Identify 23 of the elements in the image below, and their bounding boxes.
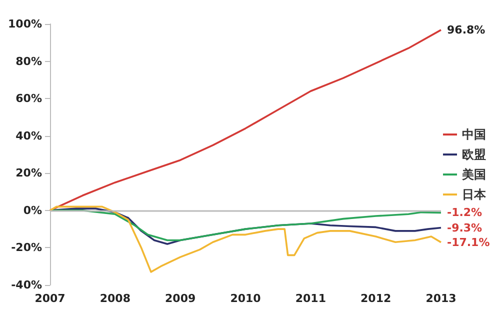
x-tick-label: 2010 bbox=[230, 292, 262, 305]
legend-label: 日本 bbox=[462, 188, 487, 202]
x-tick-label: 2011 bbox=[295, 292, 326, 305]
y-tick-label: 60% bbox=[16, 92, 42, 106]
y-tick-label: -20% bbox=[11, 241, 42, 254]
x-tick-label: 2013 bbox=[426, 292, 456, 305]
x-tick-label: 2007 bbox=[34, 292, 66, 305]
y-tick-label: 40% bbox=[16, 129, 42, 142]
y-tick-label: 80% bbox=[16, 54, 42, 68]
x-tick-label: 2008 bbox=[100, 292, 130, 305]
legend-label: 中国 bbox=[462, 128, 486, 142]
y-tick-label: -40% bbox=[11, 278, 42, 292]
data-label: -17.1% bbox=[447, 236, 490, 249]
legend-label: 欧盟 bbox=[462, 148, 486, 162]
data-label: -9.3% bbox=[447, 221, 482, 234]
x-tick-label: 2009 bbox=[165, 292, 196, 305]
y-tick-label: 20% bbox=[16, 166, 42, 180]
legend-label: 美国 bbox=[461, 168, 486, 182]
data-label: -1.2% bbox=[447, 206, 482, 220]
y-tick-label: 100% bbox=[8, 18, 42, 30]
data-label: 96.8% bbox=[447, 23, 486, 36]
y-tick-label: 0% bbox=[23, 204, 42, 217]
x-tick-label: 2012 bbox=[360, 292, 392, 305]
